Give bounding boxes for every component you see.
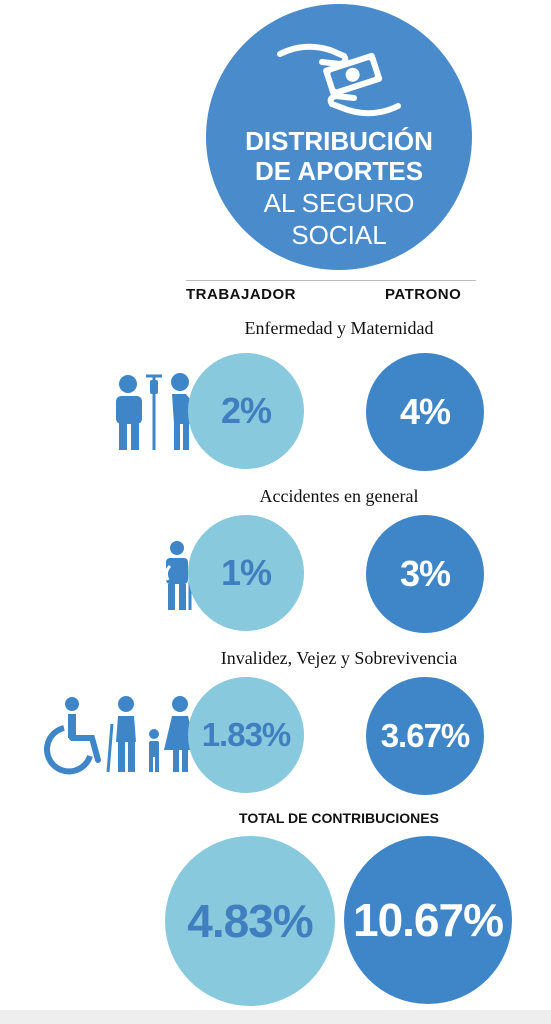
employer-value-health: 4% [366,353,484,471]
employer-total: 10.67% [344,836,512,1004]
employer-value-disability: 3.67% [366,677,484,795]
section-title-accidents: Accidentes en general [259,486,419,506]
column-header-employer: PATRONO [385,286,462,303]
worker-total: 4.83% [165,836,335,1006]
divider [186,280,476,281]
header-title-line-1: DISTRIBUCIÓN [245,126,433,156]
header-circle: DISTRIBUCIÓN DE APORTES AL SEGURO SOCIAL [206,4,472,270]
wheelchair-elderly-family-icon [44,696,196,775]
header-title-line-3: AL SEGURO [263,188,415,218]
bottom-bar [0,1010,551,1024]
section-title-disability: Invalidez, Vejez y Sobrevivencia [220,648,458,668]
header-title-line-2: DE APORTES [254,156,424,186]
employer-value-accidents: 3% [366,515,484,633]
worker-value-disability: 1.83% [188,677,304,793]
section-title-health: Enfermedad y Maternidad [244,318,434,338]
money-hands-icon [277,43,401,117]
patient-pregnant-icon [116,373,195,450]
worker-value-health: 2% [188,353,304,469]
worker-value-accidents: 1% [188,515,304,631]
header-title-line-4: SOCIAL [291,220,387,250]
totals-title: TOTAL DE CONTRIBUCIONES [239,810,439,826]
column-header-worker: TRABAJADOR [186,286,296,303]
